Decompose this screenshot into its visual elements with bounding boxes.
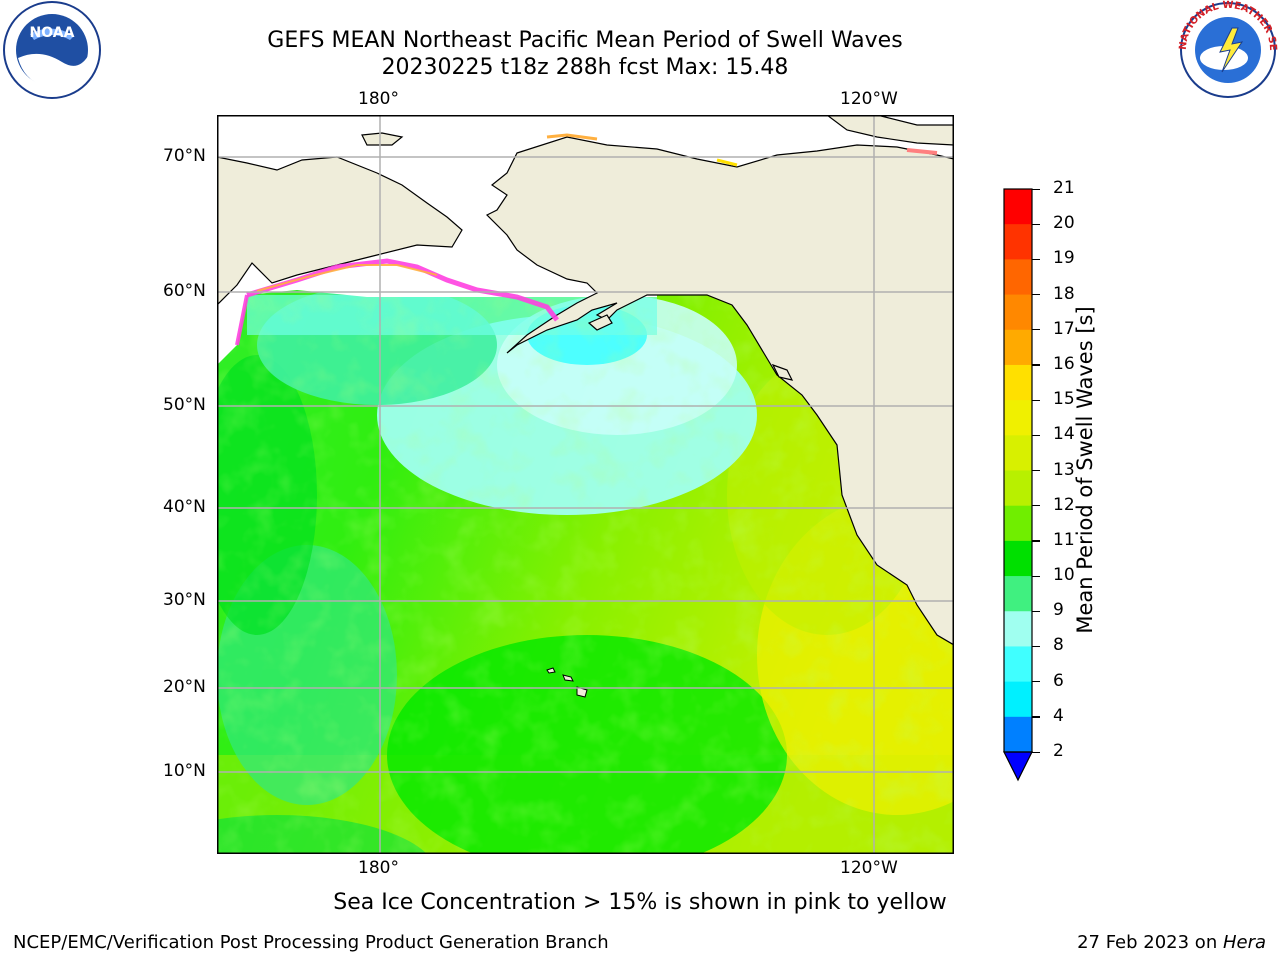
lat-label-20n: 20°N bbox=[163, 677, 206, 697]
colorbar bbox=[1003, 188, 1033, 782]
colorbar-tick-label: 16 bbox=[1053, 353, 1075, 374]
colorbar-segment bbox=[1004, 505, 1032, 542]
colorbar-segment bbox=[1004, 259, 1032, 296]
colorbar-tick-label: 11 bbox=[1053, 529, 1075, 550]
colorbar-tick-mark bbox=[1032, 258, 1040, 261]
lat-label-10n: 10°N bbox=[163, 761, 206, 781]
colorbar-tick-mark bbox=[1032, 294, 1040, 296]
colorbar-segment bbox=[1004, 470, 1032, 507]
footer-date: 27 Feb 2023 on Hera bbox=[1077, 932, 1266, 953]
colorbar-tick-mark bbox=[1032, 716, 1040, 718]
colorbar-segment bbox=[1004, 681, 1032, 718]
colorbar-tick-mark bbox=[1032, 223, 1040, 225]
colorbar-tick-mark bbox=[1032, 364, 1040, 366]
colorbar-tick-mark bbox=[1032, 610, 1040, 612]
colorbar-tick-label: 18 bbox=[1053, 283, 1075, 304]
swell-period-map bbox=[217, 115, 954, 854]
colorbar-label: Mean Period of Swell Waves [s] bbox=[1073, 306, 1097, 634]
lat-label-30n: 30°N bbox=[163, 590, 206, 610]
colorbar-tick-label: 2 bbox=[1053, 741, 1064, 761]
colorbar-segment bbox=[1004, 540, 1032, 577]
colorbar-tick-label: 13 bbox=[1053, 459, 1075, 480]
graticule bbox=[217, 115, 954, 854]
colorbar-tick-mark bbox=[1032, 329, 1040, 331]
map-frame bbox=[217, 115, 954, 854]
colorbar-segment bbox=[1004, 576, 1032, 612]
colorbar-tick-label: 19 bbox=[1053, 248, 1075, 269]
colorbar-tick-label: 10 bbox=[1053, 565, 1075, 586]
colorbar-segment bbox=[1004, 364, 1032, 401]
lat-label-50n: 50°N bbox=[163, 395, 206, 415]
colorbar-tick-mark bbox=[1032, 470, 1040, 472]
lon-label-top-120w: 120°W bbox=[840, 89, 898, 109]
colorbar-segment bbox=[1004, 224, 1032, 260]
colorbar-tick-label: 12 bbox=[1053, 494, 1075, 515]
colorbar-tick-mark bbox=[1032, 681, 1040, 683]
colorbar-segment bbox=[1004, 294, 1032, 331]
footer-date-text: 27 Feb 2023 on bbox=[1077, 932, 1223, 953]
colorbar-tick-label: 14 bbox=[1053, 424, 1075, 445]
colorbar-tick-label: 8 bbox=[1053, 635, 1064, 656]
colorbar-tick-mark bbox=[1032, 399, 1040, 401]
map-title: GEFS MEAN Northeast Pacific Mean Period … bbox=[267, 28, 903, 53]
colorbar-tick-mark bbox=[1032, 751, 1040, 753]
colorbar-tick-mark bbox=[1032, 645, 1040, 648]
lon-label-bottom-120w: 120°W bbox=[840, 858, 898, 878]
colorbar-tick-mark bbox=[1032, 434, 1040, 436]
sea-ice-note: Sea Ice Concentration > 15% is shown in … bbox=[333, 890, 947, 915]
footer-machine: Hera bbox=[1222, 932, 1266, 953]
lon-label-bottom-180: 180° bbox=[358, 858, 399, 878]
colorbar-segment bbox=[1004, 400, 1032, 436]
colorbar-tick-label: 9 bbox=[1053, 600, 1064, 621]
colorbar-tick-label: 4 bbox=[1053, 705, 1064, 726]
colorbar-segment bbox=[1004, 611, 1032, 647]
lat-label-40n: 40°N bbox=[163, 497, 206, 517]
colorbar-tick-label: 20 bbox=[1053, 213, 1075, 234]
lat-label-70n: 70°N bbox=[163, 146, 206, 166]
colorbar-tick-label: 21 bbox=[1053, 178, 1075, 198]
noaa-logo: NOAA bbox=[3, 1, 101, 99]
colorbar-tick-label: 6 bbox=[1053, 670, 1064, 691]
noaa-logo-text: NOAA bbox=[30, 25, 75, 41]
colorbar-tick-label: 17 bbox=[1053, 318, 1075, 339]
colorbar-segment bbox=[1004, 329, 1032, 366]
colorbar-tick-mark bbox=[1032, 505, 1040, 507]
colorbar-segment bbox=[1004, 435, 1032, 471]
colorbar-segment bbox=[1004, 189, 1032, 225]
colorbar-tick-label: 15 bbox=[1053, 389, 1075, 410]
lon-label-top-180: 180° bbox=[358, 89, 399, 109]
colorbar-segment bbox=[1004, 716, 1032, 753]
colorbar-segment bbox=[1004, 646, 1032, 683]
lat-label-60n: 60°N bbox=[163, 281, 206, 301]
colorbar-tick-mark bbox=[1032, 575, 1040, 577]
colorbar-tick-mark bbox=[1032, 540, 1040, 542]
footer-credit: NCEP/EMC/Verification Post Processing Pr… bbox=[13, 932, 609, 953]
colorbar-tick-mark bbox=[1032, 188, 1040, 190]
map-subtitle: 20230225 t18z 288h fcst Max: 15.48 bbox=[381, 55, 789, 80]
nws-logo: NATIONAL WEATHER SERVICE bbox=[1176, 0, 1278, 98]
